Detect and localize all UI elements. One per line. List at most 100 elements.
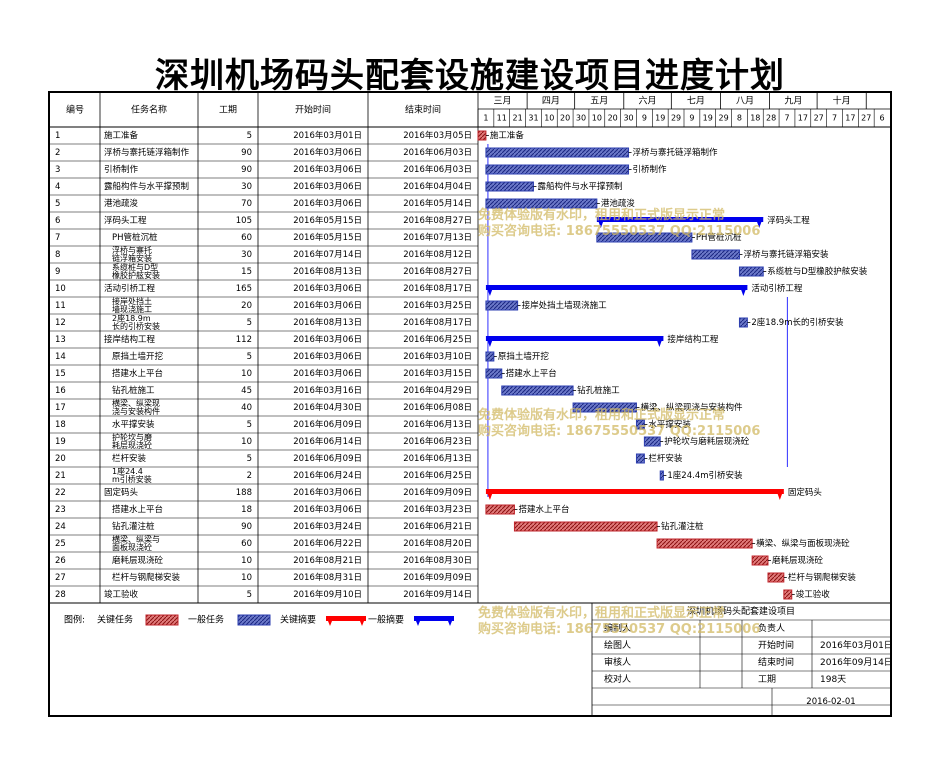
- day-tick-label: 30: [623, 114, 633, 123]
- footer-label: 编制人: [604, 622, 631, 634]
- column-header: 结束时间: [405, 104, 441, 116]
- gantt-bar: [485, 198, 598, 209]
- task-end: 2016年06月03日: [403, 164, 472, 175]
- task-name: 栏杆与钢爬梯安装: [112, 572, 181, 583]
- footer-date: 2016-02-01: [806, 697, 855, 707]
- task-id: 22: [55, 488, 66, 498]
- task-id: 16: [55, 386, 66, 396]
- task-name: 搭建水上平台: [112, 368, 163, 379]
- task-end: 2016年08月30日: [403, 555, 472, 566]
- task-end: 2016年08月12日: [403, 249, 472, 260]
- task-name: 栏杆安装: [112, 453, 147, 464]
- footer-label: 开始时间: [758, 639, 794, 651]
- bar-label: 磨耗层现浇砼: [772, 555, 824, 566]
- task-duration: 5: [247, 318, 252, 328]
- task-start: 2016年05月15日: [293, 232, 362, 243]
- task-name: 长的引桥安装: [112, 321, 160, 331]
- task-end: 2016年06月13日: [403, 419, 472, 430]
- task-start: 2016年08月13日: [293, 317, 362, 328]
- legend-label: 一般摘要: [368, 614, 404, 626]
- bar-label: 横梁、纵梁与面板现浇砼: [756, 538, 850, 549]
- day-tick-label: 17: [798, 114, 808, 123]
- task-name: 耗层现浇砼: [112, 440, 152, 450]
- bar-label: PH管桩沉桩: [696, 232, 742, 243]
- task-name: 水平撑安装: [112, 419, 155, 430]
- gantt-bar: [767, 572, 785, 583]
- day-tick-label: 9: [689, 114, 694, 123]
- day-tick-label: 7: [832, 114, 837, 123]
- task-start: 2016年06月09日: [293, 453, 362, 464]
- task-id: 10: [55, 284, 66, 294]
- task-id: 17: [55, 403, 66, 413]
- task-duration: 60: [241, 233, 252, 243]
- task-id: 3: [55, 165, 60, 175]
- bar-label: 港池疏浚: [601, 198, 636, 209]
- task-duration: 90: [241, 522, 252, 532]
- task-duration: 30: [241, 250, 252, 260]
- task-name: 接岸结构工程: [104, 334, 156, 345]
- bar-label: 浮码头工程: [767, 215, 810, 226]
- bar-label: 原挡土墙开挖: [498, 351, 550, 362]
- task-name: 面板现浇砼: [112, 542, 152, 552]
- task-id: 18: [55, 420, 66, 430]
- task-id: 28: [55, 590, 66, 600]
- summary-end-cap: [485, 336, 494, 347]
- task-start: 2016年06月09日: [293, 419, 362, 430]
- day-tick-label: 19: [703, 114, 713, 123]
- summary-end-cap: [775, 489, 784, 500]
- task-end: 2016年08月27日: [403, 266, 472, 277]
- task-end: 2016年06月08日: [403, 402, 472, 413]
- day-tick-label: 20: [608, 114, 618, 123]
- gantt-bar: [656, 538, 753, 549]
- gantt-bar: [738, 266, 764, 277]
- task-name: 链浮箱安装: [112, 253, 152, 263]
- day-tick-label: 30: [576, 114, 586, 123]
- day-tick-label: 31: [528, 114, 538, 123]
- task-id: 21: [55, 471, 66, 481]
- task-start: 2016年03月06日: [293, 300, 362, 311]
- footer-value: 198天: [820, 675, 846, 685]
- task-name: 引桥制作: [104, 164, 139, 175]
- summary-bar: [485, 336, 664, 341]
- bar-label: 钻孔灌注桩: [661, 521, 704, 532]
- bar-label: 搭建水上平台: [506, 368, 557, 379]
- task-name: 横梁、纵梁现: [112, 398, 160, 408]
- task-duration: 90: [241, 148, 252, 158]
- schedule-frame: 编号 任务名称 工期 开始时间 结束时间 三月 四月 五月 六月 七月 八月 九月 十月 1 11 21 31 1…: [48, 91, 892, 717]
- gantt-bar: [635, 419, 645, 430]
- task-duration: 5: [247, 352, 252, 362]
- task-id: 19: [55, 437, 66, 447]
- gantt-bar: [485, 181, 534, 192]
- task-end: 2016年05月14日: [403, 198, 472, 209]
- day-tick-label: 29: [671, 114, 681, 123]
- task-name: 竣工验收: [104, 589, 139, 600]
- task-id: 5: [55, 199, 60, 209]
- day-tick-label: 18: [750, 114, 760, 123]
- bar-label: 2座18.9m长的引桥安装: [751, 317, 844, 328]
- task-duration: 165: [236, 284, 252, 294]
- footer-value: 2016年09月14日: [820, 656, 890, 668]
- bar-label: 引桥制作: [633, 164, 668, 175]
- task-start: 2016年03月06日: [293, 147, 362, 158]
- legend-label: 关键摘要: [280, 614, 316, 626]
- task-duration: 188: [236, 488, 252, 498]
- task-id: 20: [55, 454, 66, 464]
- task-name: 浮码头工程: [104, 215, 147, 226]
- gantt-bar: [783, 589, 793, 600]
- bar-label: 护轮坎与磨耗层现浇砼: [664, 436, 750, 447]
- task-name: 搭建水上平台: [112, 504, 163, 515]
- task-end: 2016年03月10日: [403, 351, 472, 362]
- task-end: 2016年03月23日: [403, 504, 472, 515]
- month-label: 六月: [639, 95, 657, 107]
- task-start: 2016年03月06日: [293, 368, 362, 379]
- task-name: 横梁、纵梁与: [112, 534, 160, 544]
- task-duration: 105: [236, 216, 252, 226]
- task-name: 原挡土墙开挖: [112, 351, 164, 362]
- legend-cap: [414, 616, 422, 626]
- task-name: 护轮坎与磨: [112, 432, 152, 442]
- task-duration: 18: [241, 505, 252, 515]
- gantt-bar: [596, 232, 693, 243]
- bar-label: 露船构件与水平撑预制: [537, 181, 622, 192]
- bar-label: 栏杆安装: [648, 453, 683, 464]
- gantt-bar: [751, 555, 769, 566]
